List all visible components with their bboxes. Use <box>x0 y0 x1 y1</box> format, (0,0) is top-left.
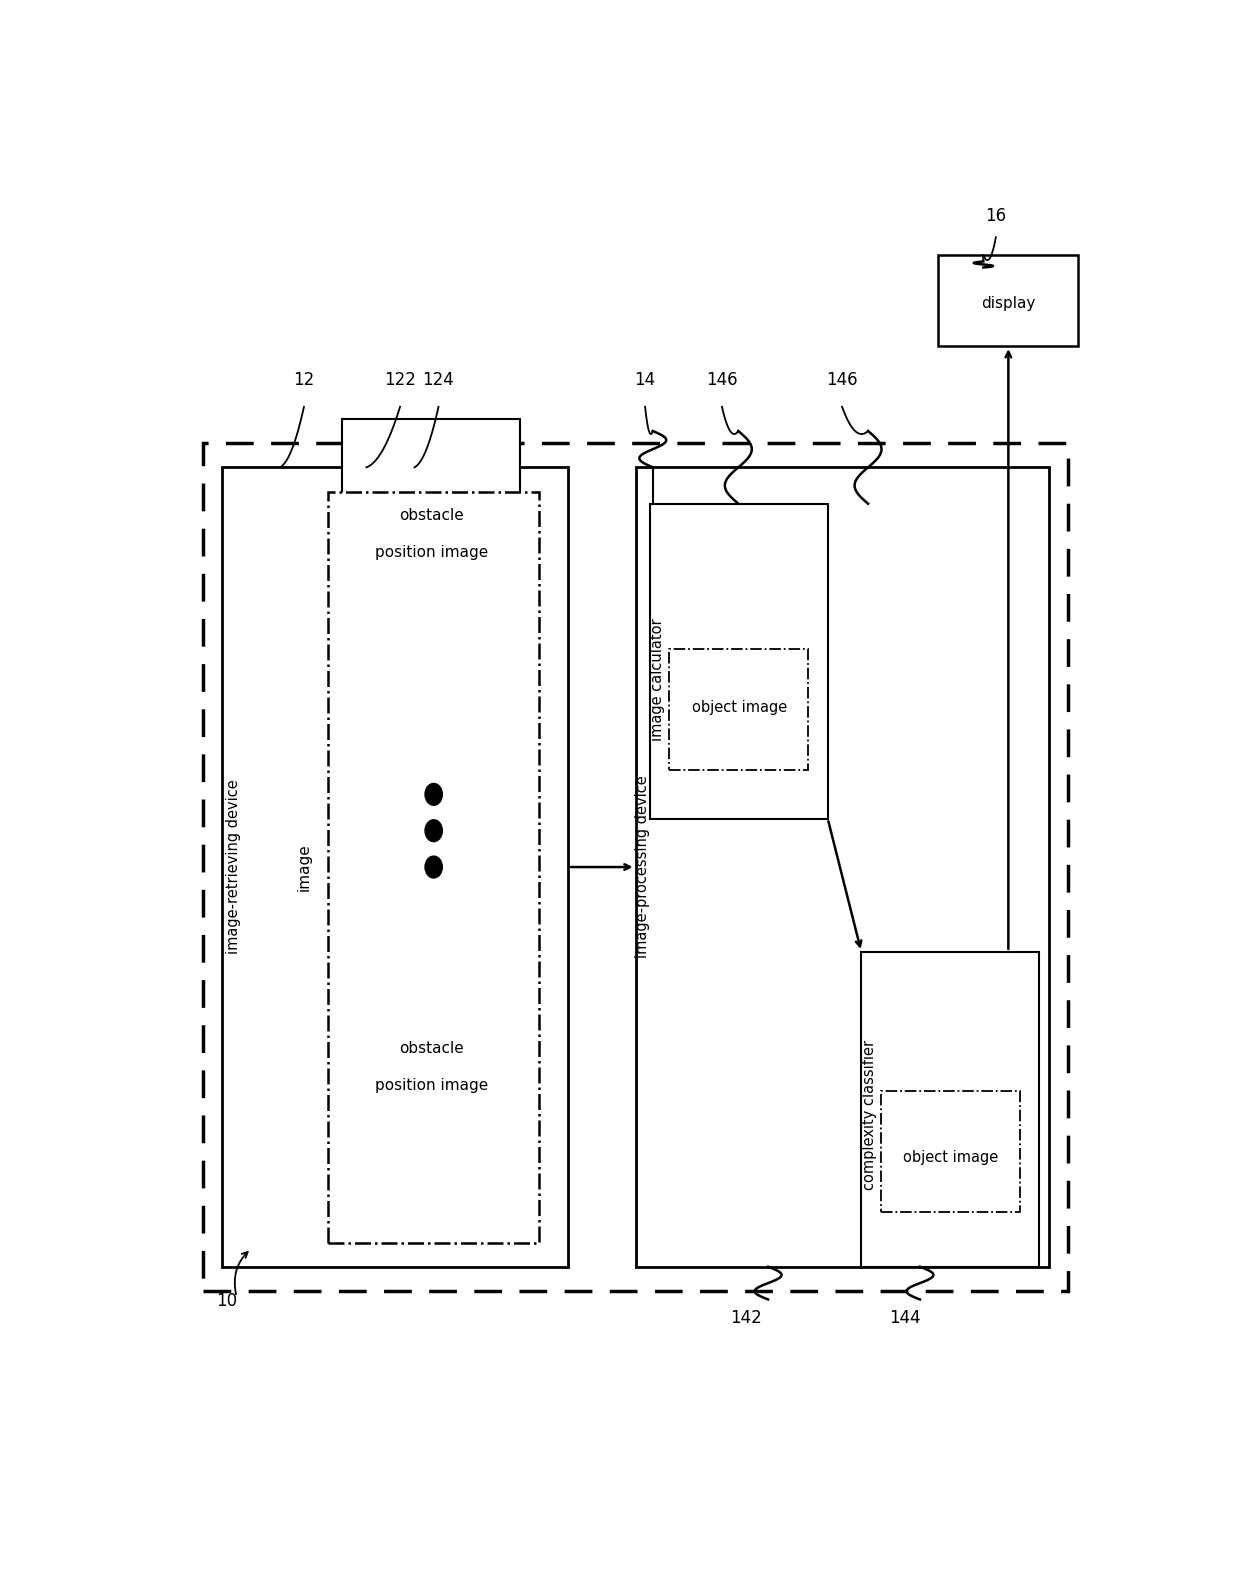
Text: object image: object image <box>903 1150 998 1166</box>
Text: 124: 124 <box>423 371 454 389</box>
Text: 12: 12 <box>294 371 315 389</box>
Text: 122: 122 <box>384 371 415 389</box>
Text: image-retrieving device: image-retrieving device <box>227 780 242 955</box>
Text: 16: 16 <box>986 208 1007 225</box>
Text: position image: position image <box>376 1078 489 1093</box>
Bar <box>939 255 1078 346</box>
Circle shape <box>425 820 443 842</box>
Bar <box>862 952 1039 1266</box>
Text: 146: 146 <box>706 371 738 389</box>
Bar <box>203 444 1068 1291</box>
Circle shape <box>425 856 443 878</box>
Bar <box>342 964 521 1194</box>
Text: display: display <box>981 296 1035 311</box>
Text: 14: 14 <box>635 371 656 389</box>
Bar <box>222 467 568 1266</box>
Circle shape <box>425 783 443 805</box>
Text: 142: 142 <box>730 1309 761 1326</box>
Text: 146: 146 <box>826 371 858 389</box>
Text: image calculator: image calculator <box>650 618 665 741</box>
Text: object image: object image <box>692 700 787 714</box>
Text: obstacle: obstacle <box>399 1041 464 1055</box>
Text: obstacle: obstacle <box>399 508 464 524</box>
Text: 144: 144 <box>889 1309 920 1326</box>
Bar <box>650 503 828 818</box>
Bar <box>880 1092 1019 1213</box>
Text: image-processing device: image-processing device <box>635 775 650 958</box>
Text: complexity classifier: complexity classifier <box>862 1040 877 1191</box>
Bar <box>327 491 539 1243</box>
Bar <box>670 650 808 771</box>
Bar <box>342 418 521 650</box>
Text: image: image <box>296 843 311 890</box>
Text: 10: 10 <box>217 1291 238 1310</box>
Text: position image: position image <box>376 544 489 560</box>
Bar <box>635 467 1049 1266</box>
